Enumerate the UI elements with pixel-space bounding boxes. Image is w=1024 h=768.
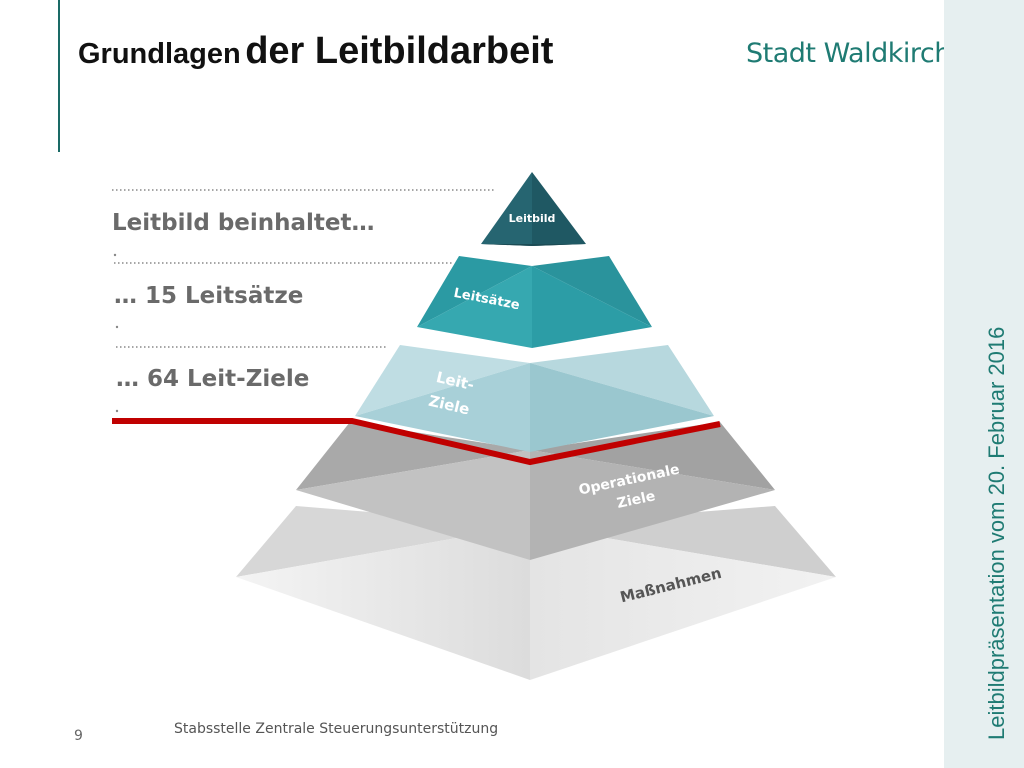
callout-leit-ziele: … 64 Leit-Ziele	[116, 366, 309, 392]
callout-dot-3	[115, 409, 119, 413]
logo-text: Stadt Waldkirch	[746, 38, 951, 69]
tier-label-leitbild: Leitbild	[509, 212, 556, 225]
pyramid-tier-4	[296, 422, 775, 560]
page-number: 9	[74, 728, 83, 744]
divider-red-line	[112, 418, 721, 466]
side-band	[944, 0, 1024, 768]
pyramid-tier-1	[481, 172, 586, 246]
callout-leitbild: Leitbild beinhaltet…	[112, 210, 375, 236]
callout-dot-2	[115, 325, 119, 329]
footer-text: Stabsstelle Zentrale Steuerungsunterstüt…	[174, 721, 499, 737]
tier-label-operationale-ziele: Ziele	[616, 488, 657, 512]
callout-dot-1	[113, 253, 117, 257]
title-part2: der Leitbildarbeit	[245, 30, 554, 72]
page-title: Grundlagen der Leitbildarbeit	[78, 30, 553, 73]
callout-leitsaetze: … 15 Leitsätze	[114, 283, 303, 309]
pyramid-tier-2	[417, 256, 652, 348]
pyramid-diagram: Leitbild beinhaltet… … 15 Leitsätze … 64…	[112, 172, 836, 680]
pyramid-tier-3	[355, 345, 714, 452]
presentation-date-label: Leitbildpräsentation vom 20. Februar 201…	[984, 326, 1009, 740]
title-accent-line	[58, 0, 60, 152]
title-part1: Grundlagen	[78, 38, 241, 70]
